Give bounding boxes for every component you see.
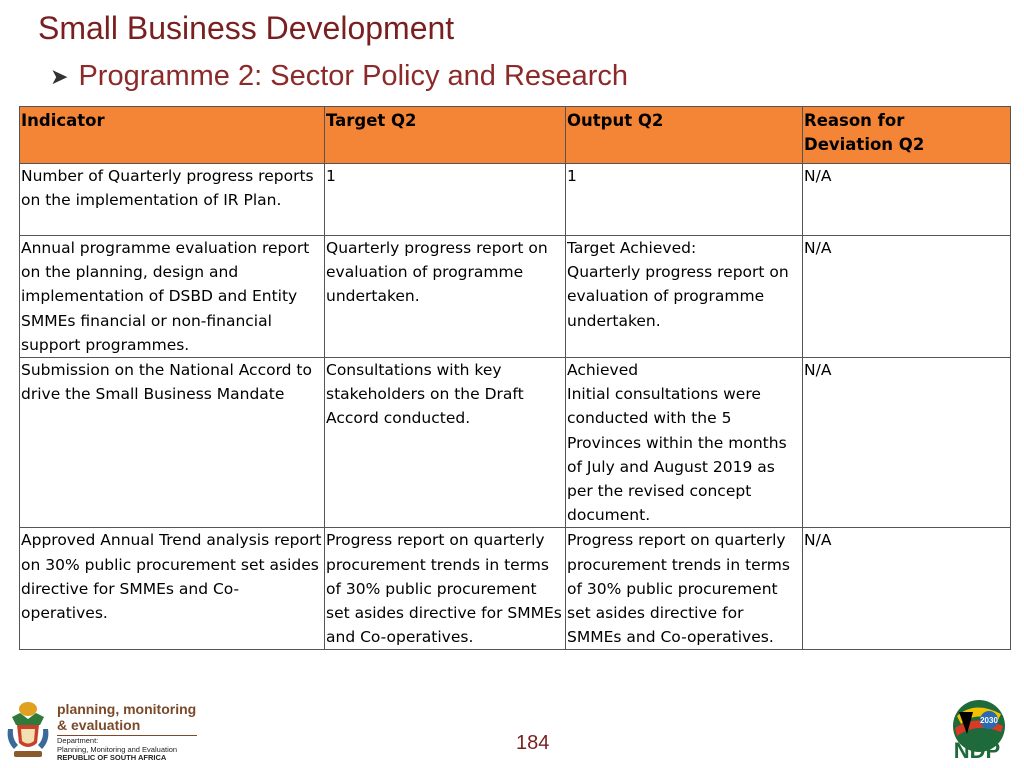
dept-details: Department: Planning, Monitoring and Eva… [57, 736, 178, 763]
slide-title: Small Business Development [38, 10, 455, 46]
table-row: Submission on the National Accord to dri… [19, 357, 1011, 529]
column-header-indicator: Indicator [19, 106, 325, 164]
ndp-text: NDP [954, 738, 1000, 762]
table-header-row: Indicator Target Q2 Output Q2 Reason for… [19, 106, 1011, 164]
slide-subtitle: ➤ Programme 2: Sector Policy and Researc… [50, 60, 628, 93]
output-cell: 1 [565, 163, 803, 236]
dept-name-line2: & evaluation [57, 717, 141, 733]
output-cell: Achieved Initial consultations were cond… [565, 357, 803, 529]
reason-cell: N/A [802, 357, 1011, 529]
arrow-bullet-icon: ➤ [50, 63, 69, 89]
target-cell: Quarterly progress report on evaluation … [324, 234, 566, 359]
column-header-output: Output Q2 [565, 106, 803, 164]
dept-name-line1: planning, monitoring [57, 701, 197, 717]
reason-cell: N/A [802, 234, 1011, 359]
output-cell: Target Achieved: Quarterly progress repo… [565, 234, 803, 359]
dept-divider [57, 735, 197, 736]
reason-cell: N/A [802, 527, 1011, 651]
dept-full-name: Planning, Monitoring and Evaluation [57, 744, 178, 754]
country-name: REPUBLIC OF SOUTH AFRICA [57, 753, 167, 762]
target-cell: Consultations with key stakeholders on t… [324, 357, 566, 529]
indicator-cell: Approved Annual Trend analysis report on… [19, 527, 325, 651]
table-row: Annual programme evaluation report on th… [19, 234, 1011, 359]
indicator-cell: Annual programme evaluation report on th… [19, 234, 325, 359]
indicator-cell: Submission on the National Accord to dri… [19, 357, 325, 529]
dpme-logo: planning, monitoring & evaluation Depart… [4, 697, 204, 767]
reason-cell: N/A [802, 163, 1011, 236]
page-number: 184 [516, 732, 550, 754]
indicator-cell: Number of Quarterly progress reports on … [19, 163, 325, 236]
output-cell: Progress report on quarterly procurement… [565, 527, 803, 651]
table-row: Number of Quarterly progress reports on … [19, 163, 1011, 236]
dept-label: Department: [57, 736, 99, 745]
column-header-reason: Reason for Deviation Q2 [802, 106, 1011, 164]
indicator-table: Indicator Target Q2 Output Q2 Reason for… [19, 106, 1011, 651]
column-header-target: Target Q2 [324, 106, 566, 164]
coat-of-arms-icon [7, 702, 49, 757]
ndp-2030-logo-icon: 2030 NDP [953, 700, 1005, 762]
table-row: Approved Annual Trend analysis report on… [19, 527, 1011, 651]
subtitle-text: Programme 2: Sector Policy and Research [78, 60, 629, 92]
ndp-year: 2030 [980, 716, 998, 725]
target-cell: 1 [324, 163, 566, 236]
target-cell: Progress report on quarterly procurement… [324, 527, 566, 651]
